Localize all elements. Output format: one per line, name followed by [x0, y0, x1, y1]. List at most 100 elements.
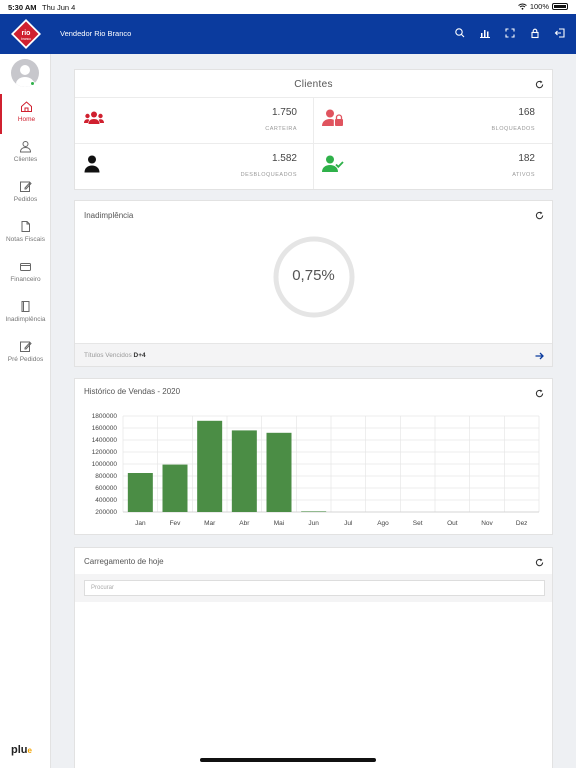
x-tick-label: Fev: [170, 520, 182, 527]
brand-text: plu: [11, 744, 28, 756]
brand-suffix: e: [27, 746, 32, 755]
user-icon: [19, 141, 32, 153]
y-tick-label: 1800000: [92, 413, 118, 420]
sidebar-item-inadimplencia[interactable]: Inadimplência: [0, 294, 51, 334]
home-indicator[interactable]: [200, 758, 376, 762]
document-icon: [21, 221, 30, 232]
carteira-value: 1.750: [271, 107, 297, 118]
x-tick-label: Abr: [239, 520, 250, 527]
sidebar-item-clientes[interactable]: Clientes: [0, 134, 51, 174]
search-icon[interactable]: [454, 26, 466, 38]
wifi-icon: [518, 3, 527, 10]
sidebar-item-pre-pedidos[interactable]: Pré Pedidos: [0, 334, 51, 374]
y-tick-label: 1600000: [92, 425, 118, 432]
bloqueados-value: 168: [518, 107, 535, 118]
sidebar-item-label: Home: [17, 116, 36, 123]
home-icon: [21, 101, 32, 112]
x-tick-label: Jun: [308, 520, 319, 527]
x-tick-label: Out: [447, 520, 458, 527]
ativos-label: ATIVOS: [512, 172, 535, 178]
titulos-vencidos-label: Títulos Vencidos: [84, 352, 132, 359]
x-tick-label: Nov: [481, 520, 493, 527]
sidebar-item-label: Inadimplência: [5, 316, 46, 323]
search-input[interactable]: Procurar: [84, 580, 545, 596]
carteira-label: CARTEIRA: [265, 126, 297, 132]
clientes-card: Clientes 1.750 CARTEIRA 168 BLOQUEADOS 1…: [74, 69, 553, 190]
stat-bloqueados[interactable]: 168 BLOQUEADOS: [313, 97, 551, 143]
status-time: 5:30 AM: [8, 3, 37, 12]
bar-chart-icon[interactable]: [479, 26, 491, 38]
online-status-dot: [30, 81, 35, 86]
book-icon: [21, 301, 30, 312]
app-header: rio branco Vendedor Rio Branco: [0, 14, 576, 54]
y-tick-label: 1000000: [92, 461, 118, 468]
titulos-vencidos-value: D+4: [133, 352, 146, 359]
titulos-vencidos-footer[interactable]: Títulos Vencidos D+4: [75, 343, 552, 366]
sidebar: Home Clientes Pedidos Notas Fiscais Fina…: [0, 54, 51, 768]
brand-logo: plue: [11, 744, 32, 756]
battery-icon: [552, 3, 568, 10]
sidebar-item-financeiro[interactable]: Financeiro: [0, 254, 51, 294]
sidebar-item-label: Pré Pedidos: [7, 356, 44, 363]
stat-carteira[interactable]: 1.750 CARTEIRA: [75, 97, 313, 143]
stat-desbloqueados[interactable]: 1.582 DESBLOQUEADOS: [75, 143, 313, 189]
edit-icon: [20, 181, 32, 192]
refresh-icon[interactable]: [535, 80, 544, 89]
svg-text:rio: rio: [22, 30, 31, 37]
bar-mar: [197, 420, 223, 512]
sidebar-item-label: Pedidos: [13, 196, 38, 203]
x-tick-label: Mar: [204, 520, 216, 527]
bloqueados-label: BLOQUEADOS: [491, 126, 535, 132]
sidebar-item-label: Notas Fiscais: [5, 236, 45, 243]
refresh-icon[interactable]: [535, 389, 544, 398]
refresh-icon[interactable]: [535, 211, 544, 220]
clientes-title: Clientes: [294, 79, 333, 90]
y-tick-label: 1200000: [92, 449, 118, 456]
sidebar-item-label: Clientes: [13, 156, 38, 163]
lock-icon[interactable]: [529, 26, 541, 39]
rio-branco-logo[interactable]: rio branco: [11, 19, 41, 49]
sidebar-item-label: Financeiro: [10, 276, 41, 283]
inadimplencia-value: 0,75%: [292, 267, 335, 284]
stat-ativos[interactable]: 182 ATIVOS: [313, 143, 551, 189]
bar-jan: [127, 473, 153, 512]
ativos-value: 182: [518, 153, 535, 164]
arrow-right-icon[interactable]: [535, 352, 544, 360]
avatar[interactable]: [11, 59, 39, 87]
user-check-icon: [322, 155, 344, 172]
chart-title: Histórico de Vendas - 2020: [84, 387, 181, 396]
users-group-icon: [84, 111, 104, 124]
fullscreen-icon[interactable]: [504, 26, 516, 38]
sidebar-item-notas-fiscais[interactable]: Notas Fiscais: [0, 214, 51, 254]
status-date: Thu Jun 4: [42, 3, 76, 12]
inadimplencia-card: Inadimplência 0,75% Títulos Vencidos D+4: [74, 200, 553, 367]
y-tick-label: 800000: [95, 473, 117, 480]
refresh-icon[interactable]: [535, 558, 544, 567]
historico-vendas-card: Histórico de Vendas - 2020 1800000 160000…: [74, 378, 553, 535]
edit-icon: [20, 341, 32, 352]
sidebar-item-pedidos[interactable]: Pedidos: [0, 174, 51, 214]
x-tick-label: Mai: [274, 520, 284, 527]
x-tick-label: Dez: [516, 520, 528, 527]
user-lock-icon: [322, 109, 343, 126]
y-tick-label: 1400000: [92, 437, 118, 444]
carregamento-title: Carregamento de hoje: [84, 557, 164, 566]
x-tick-label: Jul: [344, 520, 353, 527]
bar-jun: [301, 511, 327, 512]
sales-bar-chart: 1800000 1600000 1400000 1200000 1000000 80000…: [92, 413, 540, 527]
desbloqueados-value: 1.582: [271, 153, 297, 164]
battery-percent: 100%: [529, 2, 549, 11]
sidebar-item-home[interactable]: Home: [0, 94, 51, 134]
svg-text:branco: branco: [21, 37, 31, 41]
divider: [75, 143, 552, 144]
status-bar: 5:30 AM Thu Jun 4 100%: [0, 0, 576, 14]
header-title: Vendedor Rio Branco: [60, 29, 132, 38]
logout-icon[interactable]: [554, 26, 566, 38]
x-tick-label: Jan: [135, 520, 146, 527]
y-tick-label: 200000: [95, 509, 117, 516]
carregamento-card: Carregamento de hoje Procurar: [74, 547, 553, 768]
y-tick-label: 600000: [95, 485, 117, 492]
y-tick-label: 400000: [95, 497, 117, 504]
x-tick-label: Ago: [377, 520, 389, 527]
desbloqueados-label: DESBLOQUEADOS: [240, 172, 297, 178]
